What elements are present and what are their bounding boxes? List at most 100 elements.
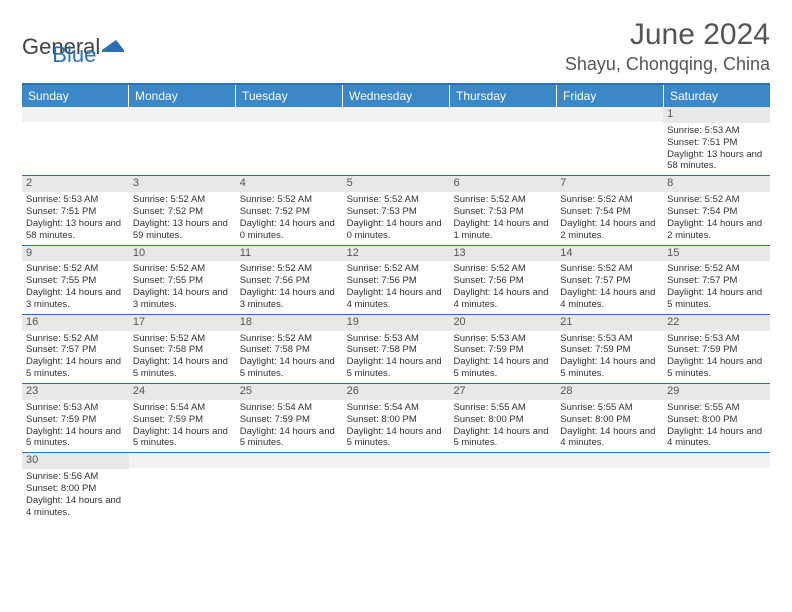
sunrise-text: Sunrise: 5:54 AM — [133, 402, 232, 414]
daylight-text: Daylight: 14 hours and 0 minutes. — [240, 218, 339, 242]
daylight-text: Daylight: 14 hours and 5 minutes. — [240, 356, 339, 380]
daylight-text: Daylight: 14 hours and 3 minutes. — [26, 287, 125, 311]
day-number — [236, 453, 343, 468]
day-cell: 19Sunrise: 5:53 AMSunset: 7:58 PMDayligh… — [343, 315, 450, 383]
sunrise-text: Sunrise: 5:52 AM — [560, 263, 659, 275]
day-cell — [129, 107, 236, 175]
sunset-text: Sunset: 7:55 PM — [133, 275, 232, 287]
sunrise-text: Sunrise: 5:52 AM — [133, 194, 232, 206]
daylight-text: Daylight: 14 hours and 4 minutes. — [347, 287, 446, 311]
sunrise-text: Sunrise: 5:52 AM — [240, 333, 339, 345]
day-cell — [236, 453, 343, 521]
sunrise-text: Sunrise: 5:52 AM — [667, 194, 766, 206]
day-number: 12 — [343, 246, 450, 262]
sunset-text: Sunset: 7:52 PM — [133, 206, 232, 218]
dayhead-thu: Thursday — [450, 85, 557, 107]
day-number — [556, 107, 663, 122]
sunrise-text: Sunrise: 5:55 AM — [453, 402, 552, 414]
day-cell: 16Sunrise: 5:52 AMSunset: 7:57 PMDayligh… — [22, 315, 129, 383]
sunrise-text: Sunrise: 5:53 AM — [26, 402, 125, 414]
sunrise-text: Sunrise: 5:52 AM — [26, 263, 125, 275]
sunrise-text: Sunrise: 5:52 AM — [347, 263, 446, 275]
day-number: 3 — [129, 176, 236, 192]
day-number — [663, 453, 770, 468]
sunrise-text: Sunrise: 5:53 AM — [26, 194, 125, 206]
logo: General Blue — [22, 26, 96, 68]
sunset-text: Sunset: 7:54 PM — [560, 206, 659, 218]
day-number: 9 — [22, 246, 129, 262]
dayhead-sat: Saturday — [664, 85, 770, 107]
sunset-text: Sunset: 7:54 PM — [667, 206, 766, 218]
day-number: 29 — [663, 384, 770, 400]
sunset-text: Sunset: 8:00 PM — [26, 483, 125, 495]
sunrise-text: Sunrise: 5:52 AM — [240, 194, 339, 206]
day-number: 5 — [343, 176, 450, 192]
sunrise-text: Sunrise: 5:53 AM — [667, 333, 766, 345]
sunset-text: Sunset: 7:56 PM — [453, 275, 552, 287]
daylight-text: Daylight: 14 hours and 5 minutes. — [560, 356, 659, 380]
sunrise-text: Sunrise: 5:54 AM — [240, 402, 339, 414]
sunrise-text: Sunrise: 5:52 AM — [347, 194, 446, 206]
daylight-text: Daylight: 14 hours and 5 minutes. — [453, 426, 552, 450]
day-number: 20 — [449, 315, 556, 331]
sunset-text: Sunset: 8:00 PM — [560, 414, 659, 426]
day-cell: 9Sunrise: 5:52 AMSunset: 7:55 PMDaylight… — [22, 246, 129, 314]
logo-word2: Blue — [52, 42, 96, 67]
week-row: 23Sunrise: 5:53 AMSunset: 7:59 PMDayligh… — [22, 384, 770, 453]
sunset-text: Sunset: 7:57 PM — [26, 344, 125, 356]
sunrise-text: Sunrise: 5:53 AM — [347, 333, 446, 345]
day-number: 6 — [449, 176, 556, 192]
day-number: 27 — [449, 384, 556, 400]
day-number: 14 — [556, 246, 663, 262]
day-cell: 14Sunrise: 5:52 AMSunset: 7:57 PMDayligh… — [556, 246, 663, 314]
sunset-text: Sunset: 7:58 PM — [347, 344, 446, 356]
day-cell: 11Sunrise: 5:52 AMSunset: 7:56 PMDayligh… — [236, 246, 343, 314]
sunset-text: Sunset: 7:57 PM — [560, 275, 659, 287]
day-cell — [22, 107, 129, 175]
day-cell: 24Sunrise: 5:54 AMSunset: 7:59 PMDayligh… — [129, 384, 236, 452]
daylight-text: Daylight: 14 hours and 5 minutes. — [667, 287, 766, 311]
day-cell: 8Sunrise: 5:52 AMSunset: 7:54 PMDaylight… — [663, 176, 770, 244]
sunrise-text: Sunrise: 5:52 AM — [133, 263, 232, 275]
sunrise-text: Sunrise: 5:53 AM — [453, 333, 552, 345]
daylight-text: Daylight: 13 hours and 58 minutes. — [26, 218, 125, 242]
sunrise-text: Sunrise: 5:55 AM — [560, 402, 659, 414]
day-cell — [449, 453, 556, 521]
day-number: 30 — [22, 453, 129, 469]
day-cell: 27Sunrise: 5:55 AMSunset: 8:00 PMDayligh… — [449, 384, 556, 452]
dayhead-sun: Sunday — [22, 85, 129, 107]
sunrise-text: Sunrise: 5:52 AM — [240, 263, 339, 275]
daylight-text: Daylight: 14 hours and 5 minutes. — [240, 426, 339, 450]
day-cell — [556, 107, 663, 175]
day-number: 13 — [449, 246, 556, 262]
dayhead-tue: Tuesday — [236, 85, 343, 107]
day-cell: 2Sunrise: 5:53 AMSunset: 7:51 PMDaylight… — [22, 176, 129, 244]
sunrise-text: Sunrise: 5:54 AM — [347, 402, 446, 414]
day-cell: 18Sunrise: 5:52 AMSunset: 7:58 PMDayligh… — [236, 315, 343, 383]
sunset-text: Sunset: 7:53 PM — [347, 206, 446, 218]
weeks-container: 1Sunrise: 5:53 AMSunset: 7:51 PMDaylight… — [22, 107, 770, 522]
day-header-row: Sunday Monday Tuesday Wednesday Thursday… — [22, 85, 770, 107]
day-number: 8 — [663, 176, 770, 192]
day-number: 21 — [556, 315, 663, 331]
day-number: 19 — [343, 315, 450, 331]
daylight-text: Daylight: 14 hours and 4 minutes. — [26, 495, 125, 519]
daylight-text: Daylight: 14 hours and 5 minutes. — [26, 356, 125, 380]
sunset-text: Sunset: 7:56 PM — [347, 275, 446, 287]
daylight-text: Daylight: 14 hours and 5 minutes. — [347, 426, 446, 450]
day-number: 2 — [22, 176, 129, 192]
day-number: 10 — [129, 246, 236, 262]
day-number — [343, 453, 450, 468]
day-number: 28 — [556, 384, 663, 400]
day-cell — [236, 107, 343, 175]
daylight-text: Daylight: 14 hours and 4 minutes. — [667, 426, 766, 450]
day-number — [343, 107, 450, 122]
dayhead-fri: Friday — [557, 85, 664, 107]
daylight-text: Daylight: 14 hours and 3 minutes. — [240, 287, 339, 311]
day-number — [129, 453, 236, 468]
sunrise-text: Sunrise: 5:52 AM — [453, 263, 552, 275]
day-number: 18 — [236, 315, 343, 331]
sunset-text: Sunset: 7:59 PM — [560, 344, 659, 356]
day-cell — [449, 107, 556, 175]
week-row: 30Sunrise: 5:56 AMSunset: 8:00 PMDayligh… — [22, 453, 770, 521]
